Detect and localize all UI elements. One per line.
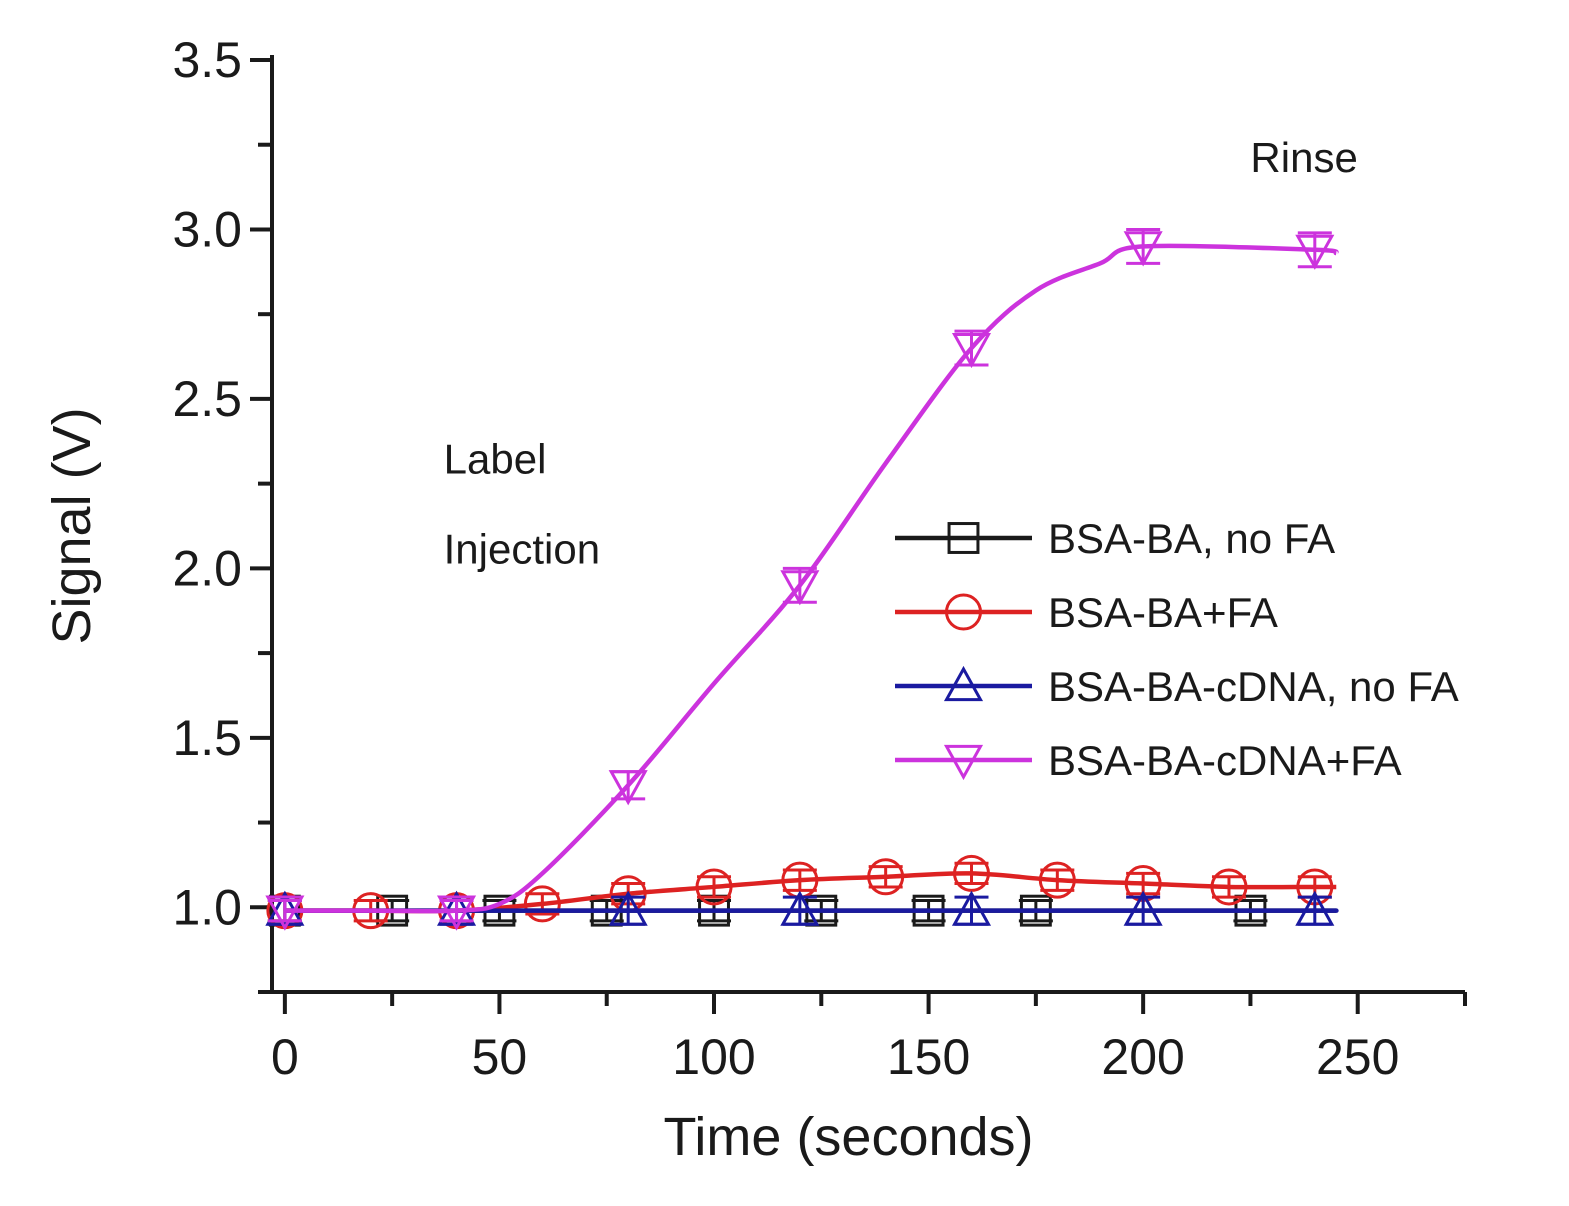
legend-marker [947,522,980,554]
data-point [780,890,820,926]
legend-label: BSA-BA, no FA [1048,515,1335,562]
x-tick-label: 150 [887,1029,970,1085]
data-point [952,854,990,892]
data-point [1210,868,1248,906]
x-tick-label: 200 [1101,1029,1184,1085]
data-point [1038,861,1076,899]
data-point [1123,890,1163,926]
legend-label: BSA-BA-cDNA+FA [1048,737,1402,784]
y-tick-label: 3.5 [172,32,242,88]
annotation-rinse: Rinse [1250,134,1357,181]
data-point [265,895,305,931]
y-axis-title: Signal (V) [42,407,102,644]
x-tick-label: 100 [672,1029,755,1085]
y-tick-label: 1.5 [172,710,242,766]
data-point [1123,231,1163,267]
series-layer [265,227,1339,931]
x-tick-label: 50 [472,1029,528,1085]
series-line [284,243,1339,914]
y-tick-label: 3.0 [172,201,242,257]
x-axis-title: Time (seconds) [663,1107,1033,1167]
legend: BSA-BA, no FA BSA-BA+FA BSA-BA-cDNA, no FA… [895,515,1459,784]
data-point [608,770,648,806]
legend-item: BSA-BA-cDNA, no FA [895,663,1459,710]
annotation-label-injection: Injection [444,525,600,572]
data-point [867,858,905,896]
data-point [695,868,733,906]
legend-marker [943,744,984,781]
legend-marker [945,593,982,631]
y-tick-label: 1.0 [172,879,242,935]
data-point [608,890,648,926]
y-tick-label: 2.5 [172,371,242,427]
x-tick-label: 0 [271,1029,299,1085]
y-tick-label: 2.0 [172,540,242,596]
data-point [951,332,992,369]
data-point [1295,234,1335,270]
annotation-label-injection: Label [444,435,547,482]
axes: 0 50 100 150 200 250 1.0 1.5 2.0 2.5 3.0 3.5 Time (s… [42,32,1467,1167]
legend-item: BSA-BA, no FA [895,515,1335,562]
data-point [523,885,561,923]
data-point [1295,890,1335,926]
annotations: Label Injection Rinse [444,134,1358,573]
legend-marker [943,665,984,702]
legend-label: BSA-BA+FA [1048,589,1278,636]
data-point [436,895,477,931]
data-point [780,570,820,606]
x-tick-label: 250 [1316,1029,1399,1085]
series-2 [266,854,1337,930]
legend-item: BSA-BA+FA [895,589,1278,636]
series-4 [265,227,1339,931]
data-point [951,890,992,926]
legend-item: BSA-BA-cDNA+FA [895,737,1402,784]
legend-label: BSA-BA-cDNA, no FA [1048,663,1459,710]
